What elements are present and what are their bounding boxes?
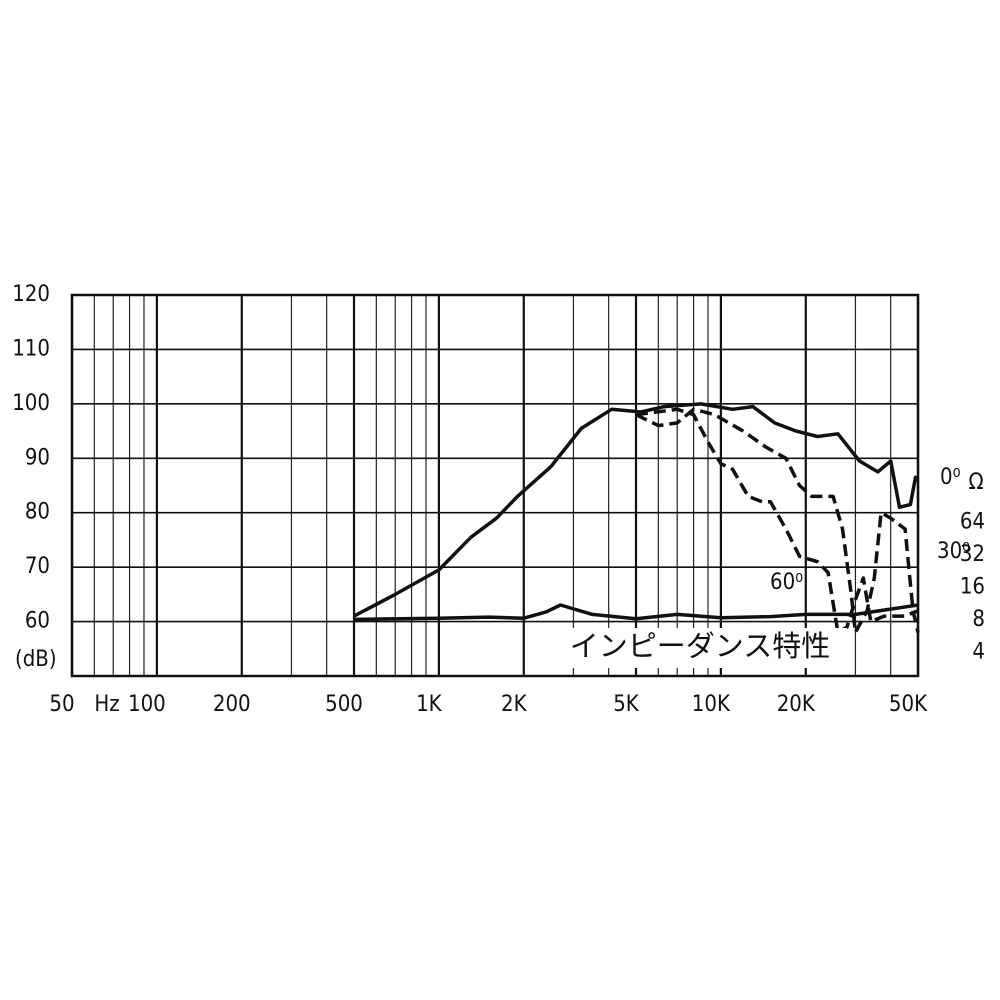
y-tick-label: 60 bbox=[25, 609, 50, 634]
y2-tick-label: 4 bbox=[972, 639, 985, 664]
x-tick-label: 10K bbox=[692, 692, 731, 717]
x-unit-label: Hz bbox=[94, 692, 119, 717]
y-axis-label: (dB) bbox=[15, 647, 57, 672]
x-tick-label: 1K bbox=[416, 692, 443, 717]
y-tick-label: 120 bbox=[12, 282, 50, 307]
x-tick-label: 200 bbox=[213, 692, 251, 717]
series-label: 0⁰ bbox=[940, 465, 961, 490]
y2-tick-label: 8 bbox=[972, 607, 985, 632]
y2-tick-label: 16 bbox=[960, 574, 985, 599]
series-label: インピーダンス特性 bbox=[570, 629, 830, 663]
x-tick-label: 50 bbox=[49, 692, 74, 717]
x-tick-label: 2K bbox=[501, 692, 528, 717]
x-tick-label: 5K bbox=[613, 692, 640, 717]
series-label: 60⁰ bbox=[770, 570, 803, 595]
y-tick-label: 70 bbox=[25, 554, 50, 579]
series-line bbox=[353, 402, 920, 618]
series-line bbox=[635, 407, 920, 635]
x-tick-label: 500 bbox=[325, 692, 363, 717]
x-tick-label: 20K bbox=[777, 692, 816, 717]
x-tick-label: 100 bbox=[128, 692, 166, 717]
series-line bbox=[635, 407, 919, 635]
y2-tick-label: 64 bbox=[960, 509, 985, 534]
y-tick-label: 80 bbox=[25, 500, 50, 525]
series-line bbox=[353, 603, 919, 622]
y-tick-label: 100 bbox=[12, 391, 50, 416]
y-tick-label: 110 bbox=[12, 336, 50, 361]
y2-axis-label: Ω bbox=[968, 470, 983, 495]
label-background bbox=[555, 628, 847, 668]
series-label: 30⁰ bbox=[937, 539, 970, 564]
y2-tick-label: 32 bbox=[960, 542, 985, 567]
plot-frame bbox=[70, 293, 920, 678]
y-tick-label: 90 bbox=[25, 445, 50, 470]
x-tick-label: 50K bbox=[889, 692, 928, 717]
